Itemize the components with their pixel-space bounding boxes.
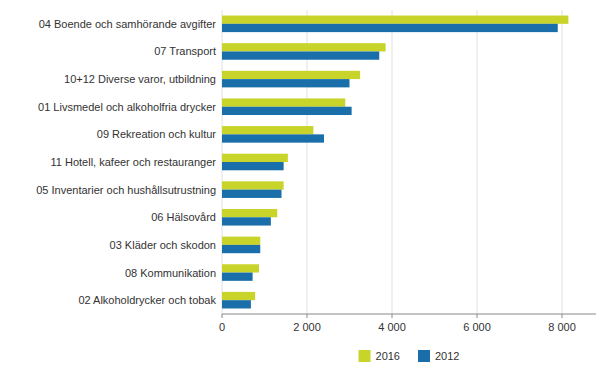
bar (222, 190, 282, 198)
category-label: 01 Livsmedel och alkoholfria drycker (38, 101, 216, 113)
grid-line (562, 10, 563, 314)
category-label: 04 Boende och samhörande avgifter (39, 18, 217, 30)
bar (222, 217, 271, 225)
category-label: 10+12 Diverse varor, utbildning (64, 73, 216, 85)
legend-label: 2016 (376, 350, 400, 362)
chart-svg: 0 2 000 4 000 6 000 8 000 04 Boende och samhö… (0, 0, 614, 378)
legend-swatch (359, 350, 371, 362)
legend: 2016 2012 (359, 350, 460, 362)
bar (222, 237, 260, 245)
bar (222, 209, 277, 217)
bar (222, 181, 284, 189)
grid-line (392, 10, 393, 314)
bars (222, 16, 568, 309)
bar (222, 24, 558, 32)
bar (222, 273, 253, 281)
category-label: 02 Alkoholdrycker och tobak (78, 294, 216, 306)
category-label: 05 Inventarier och hushållsutrustning (36, 184, 216, 196)
x-axis: 0 2 000 4 000 6 000 8 000 (219, 314, 596, 333)
bar (222, 98, 345, 106)
tick-mark (222, 314, 223, 318)
bar (222, 71, 360, 79)
category-label: 03 Kläder och skodon (110, 239, 216, 251)
bar (222, 292, 255, 300)
tick-mark (562, 314, 563, 318)
bar (222, 134, 324, 142)
tick-label: 2 000 (293, 321, 321, 333)
bar (222, 16, 568, 24)
tick-mark (477, 314, 478, 318)
category-label: 08 Kommunikation (125, 267, 216, 279)
tick-label: 4 000 (378, 321, 406, 333)
tick-mark (392, 314, 393, 318)
category-label: 09 Rekreation och kultur (97, 128, 217, 140)
bar (222, 264, 259, 272)
grid-line (477, 10, 478, 314)
bar (222, 107, 352, 115)
bar (222, 154, 288, 162)
tick-label: 6 000 (463, 321, 491, 333)
bar (222, 126, 313, 134)
legend-swatch (418, 350, 430, 362)
bar (222, 300, 251, 308)
bar (222, 43, 386, 51)
category-label: 11 Hotell, kafeer och restauranger (51, 156, 217, 168)
category-label: 07 Transport (154, 45, 216, 57)
x-axis-line (222, 314, 596, 315)
category-label: 06 Hälsovård (151, 211, 216, 223)
bar (222, 162, 284, 170)
tick-mark (307, 314, 308, 318)
tick-label: 0 (219, 321, 225, 333)
legend-label: 2012 (435, 350, 459, 362)
bar (222, 79, 350, 87)
bar (222, 245, 260, 253)
chart-container: 0 2 000 4 000 6 000 8 000 04 Boende och samhö… (0, 0, 614, 378)
tick-label: 8 000 (548, 321, 576, 333)
bar (222, 51, 379, 59)
grid (222, 10, 562, 314)
y-axis: 04 Boende och samhörande avgifter 07 Tran… (36, 18, 216, 306)
